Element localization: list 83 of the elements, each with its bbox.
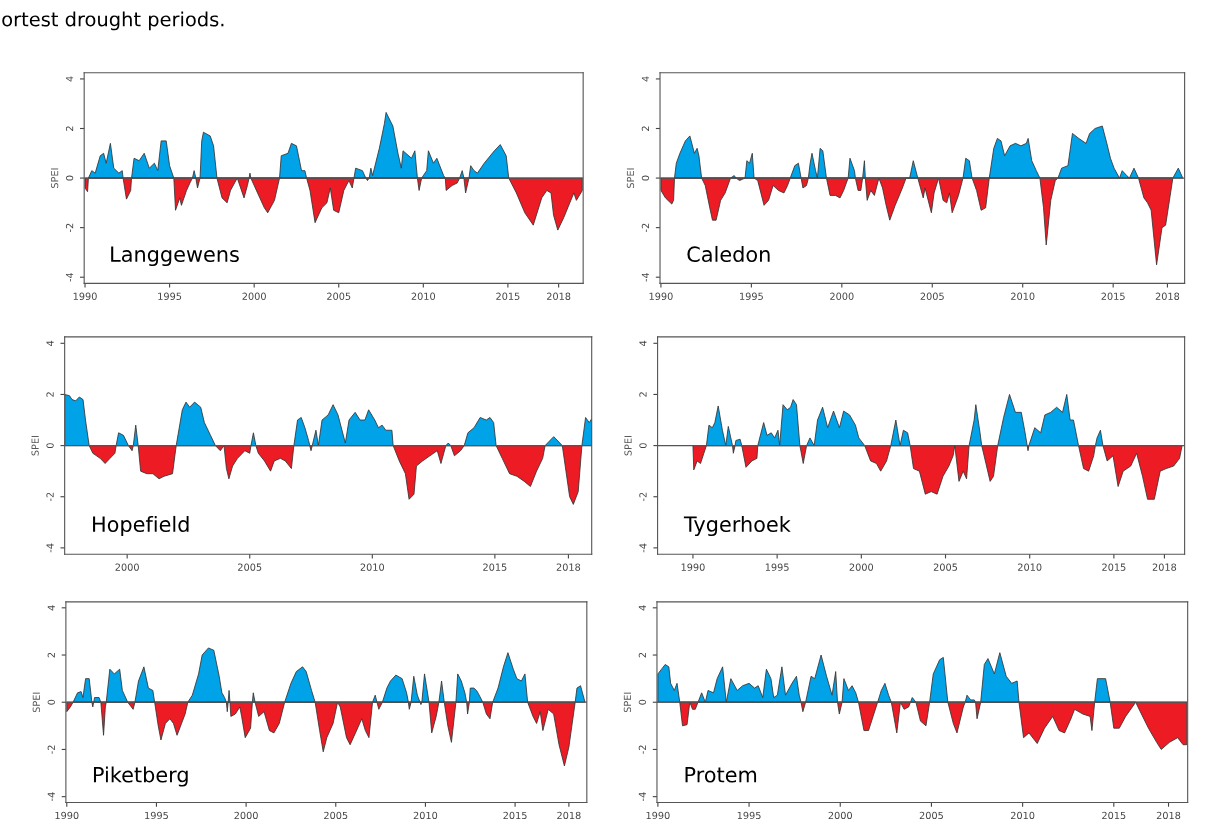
x-tick-label: 2010: [1018, 563, 1042, 571]
x-tick-label: 2018: [1155, 292, 1180, 300]
y-tick-label: 0: [46, 443, 54, 449]
y-tick-label: 4: [638, 605, 646, 611]
annotation: Piketberg: [93, 766, 188, 787]
y-tick-label: -4: [639, 543, 647, 553]
y-tick-label: -4: [47, 792, 55, 802]
x-tick-label: 2005: [919, 811, 943, 820]
x-tick-label: 2018: [556, 563, 581, 571]
x-tick-label: 2015: [1101, 292, 1125, 300]
y-tick-label: -4: [638, 792, 646, 802]
y-tick-label: 2: [639, 392, 647, 397]
x-tick-label: 1995: [740, 292, 763, 300]
x-tick-label: 2005: [920, 292, 944, 300]
y-tick-label: -4: [641, 272, 649, 282]
x-tick-label: 1990: [646, 811, 670, 820]
x-tick-label: 2010: [1011, 292, 1035, 300]
x-tick-label: 2000: [849, 563, 874, 571]
y-tick-label: 4: [641, 76, 649, 82]
y-tick-label: 4: [639, 340, 647, 346]
x-tick-label: 1995: [765, 563, 789, 571]
x-tick-label: 2005: [933, 563, 958, 571]
annotation: Protem: [685, 767, 757, 783]
y-tick-label: 4: [66, 76, 74, 82]
x-tick-label: 2015: [496, 292, 520, 300]
x-tick-label: 1990: [681, 563, 705, 571]
annotation: Hopefield: [93, 515, 189, 537]
x-tick-label: 2018: [546, 292, 571, 300]
x-tick-label: 2005: [327, 292, 351, 300]
y-tick-label: 0: [638, 699, 647, 705]
x-tick-label: 2010: [413, 811, 438, 820]
y-tick-label: -4: [66, 272, 74, 282]
text: ortest drought periods.: [2, 11, 224, 31]
y-axis-title: SPEI: [50, 168, 59, 188]
y-tick-label: 4: [46, 340, 54, 346]
x-tick-label: 2000: [830, 292, 854, 300]
annotation: Langgewens: [111, 246, 239, 267]
x-tick-label: 1990: [73, 292, 97, 300]
y-tick-label: -2: [639, 492, 647, 502]
x-tick-label: 2010: [360, 563, 385, 571]
y-tick-label: -2: [65, 223, 74, 233]
x-tick-label: 2005: [238, 563, 262, 571]
x-tick-label: 2018: [557, 811, 581, 820]
y-tick-label: 0: [47, 699, 55, 705]
x-tick-label: 2015: [483, 563, 507, 571]
x-tick-label: 2000: [115, 563, 139, 571]
y-tick-label: 2: [641, 126, 649, 131]
x-tick-label: 2015: [1102, 811, 1126, 820]
y-tick-label: 2: [46, 392, 54, 397]
y-tick-label: 4: [47, 605, 55, 611]
x-tick-label: 2018: [1156, 811, 1181, 820]
x-tick-label: 2000: [828, 811, 852, 820]
y-tick-label: -2: [46, 492, 54, 502]
y-tick-label: 0: [639, 443, 647, 449]
annotation: Caledon: [687, 245, 770, 263]
x-tick-label: 1995: [158, 292, 182, 300]
y-tick-label: -2: [641, 223, 649, 233]
y-tick-label: -2: [47, 745, 55, 754]
x-tick-label: 2010: [1010, 811, 1035, 820]
y-tick-label: 2: [638, 652, 646, 658]
x-tick-label: 1990: [649, 292, 673, 300]
x-tick-label: 1995: [145, 811, 168, 820]
x-tick-label: 2010: [411, 292, 436, 300]
x-tick-label: 2005: [324, 811, 348, 820]
x-tick-label: 1990: [55, 811, 79, 820]
x-tick-label: 2018: [1152, 563, 1177, 571]
y-tick-label: 2: [47, 652, 55, 658]
y-axis-title: SPEI: [32, 692, 40, 713]
y-axis-title: SPEI: [31, 436, 39, 456]
y-tick-label: 2: [65, 126, 74, 131]
y-tick-label: 0: [641, 175, 650, 181]
annotation: Tygerhoek: [683, 515, 791, 537]
y-tick-label: 0: [65, 175, 74, 181]
x-tick-label: 2015: [503, 811, 527, 820]
y-axis-title: SPEI: [626, 168, 635, 188]
x-tick-label: 2015: [1102, 563, 1126, 571]
y-tick-label: -2: [638, 745, 646, 754]
y-axis-title: SPEI: [624, 436, 632, 456]
y-tick-label: -4: [46, 543, 54, 553]
y-axis-title: SPEI: [623, 692, 632, 713]
x-tick-label: 1995: [737, 811, 761, 820]
x-tick-label: 2000: [234, 811, 258, 820]
x-tick-label: 2000: [242, 292, 266, 300]
